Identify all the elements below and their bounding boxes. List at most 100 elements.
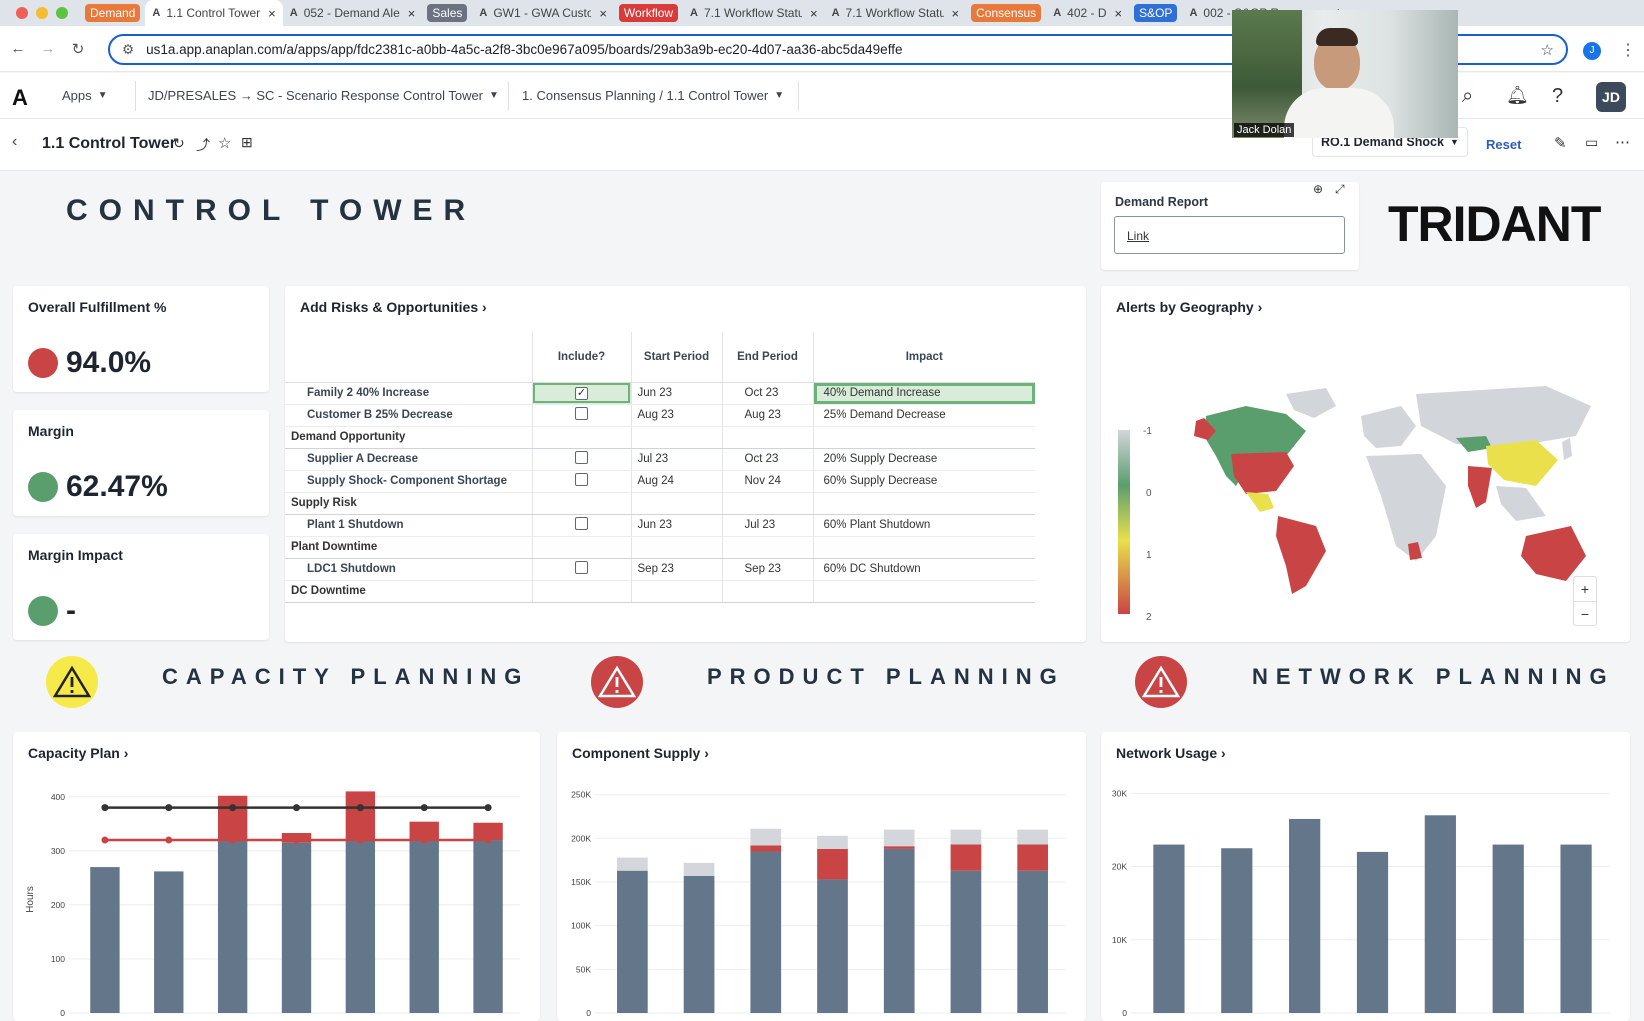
video-call-overlay[interactable]: Jack Dolan bbox=[1232, 10, 1458, 138]
browser-menu-icon[interactable]: ⋮ bbox=[1620, 42, 1636, 59]
europe-region[interactable] bbox=[1361, 406, 1416, 448]
forward-icon[interactable]: → bbox=[40, 40, 56, 57]
risks-title[interactable]: Add Risks & Opportunities › bbox=[300, 299, 487, 315]
reload-icon[interactable]: ↻ bbox=[71, 40, 85, 58]
mexico-region[interactable] bbox=[1246, 492, 1274, 512]
south-america-region[interactable] bbox=[1276, 516, 1326, 594]
impact-cell[interactable]: 25% Demand Decrease bbox=[813, 404, 1035, 427]
browser-tab[interactable]: A 052 - Demand Ale × bbox=[283, 0, 423, 26]
tab-group-label[interactable]: S&OP bbox=[1134, 4, 1178, 22]
alerts-title[interactable]: Alerts by Geography › bbox=[1116, 299, 1262, 315]
russia-region[interactable] bbox=[1416, 386, 1591, 446]
browser-tab-active[interactable]: A 1.1 Control Tower × bbox=[145, 0, 283, 26]
network-usage-title[interactable]: Network Usage › bbox=[1116, 745, 1226, 761]
include-cell[interactable] bbox=[532, 558, 632, 581]
impact-cell[interactable]: 20% Supply Decrease bbox=[813, 448, 1035, 471]
component-supply-title[interactable]: Component Supply › bbox=[572, 745, 709, 761]
close-tab-icon[interactable]: × bbox=[599, 5, 607, 21]
include-cell[interactable] bbox=[532, 448, 632, 471]
impact-cell[interactable]: 60% Plant Shutdown bbox=[813, 514, 1035, 537]
include-cell[interactable] bbox=[532, 514, 632, 537]
share-icon[interactable]: ⤴ bbox=[196, 137, 210, 153]
back-icon[interactable]: ← bbox=[10, 40, 26, 57]
help-icon[interactable]: ? bbox=[1552, 85, 1564, 107]
india-region[interactable] bbox=[1468, 466, 1492, 508]
south-africa-region[interactable] bbox=[1408, 542, 1422, 560]
user-avatar[interactable]: JD bbox=[1596, 82, 1626, 112]
include-checkbox[interactable] bbox=[575, 517, 588, 530]
end-period-cell[interactable]: Oct 23 bbox=[722, 382, 814, 405]
bookmark-star-icon[interactable]: ☆ bbox=[1540, 42, 1554, 59]
china-region[interactable] bbox=[1486, 440, 1558, 486]
africa-region[interactable] bbox=[1366, 454, 1446, 561]
favorite-star-icon[interactable]: ☆ bbox=[218, 135, 232, 152]
close-tab-icon[interactable]: × bbox=[268, 5, 276, 21]
browser-tab[interactable]: A 7.1 Workflow Statu × bbox=[825, 0, 967, 26]
apps-menu[interactable]: Apps ▼ bbox=[62, 88, 108, 103]
search-icon[interactable]: ⌕ bbox=[1462, 85, 1474, 107]
alaska-region[interactable] bbox=[1194, 418, 1216, 440]
include-checkbox[interactable] bbox=[575, 473, 588, 486]
north-america-region[interactable] bbox=[1204, 406, 1306, 486]
anaplan-logo[interactable]: A bbox=[12, 85, 28, 110]
start-period-cell[interactable]: Aug 23 bbox=[631, 404, 723, 427]
end-period-cell[interactable]: Nov 24 bbox=[722, 470, 814, 493]
end-period-cell[interactable]: Sep 23 bbox=[722, 558, 814, 581]
edit-pencil-icon[interactable]: ✎ bbox=[1554, 135, 1567, 152]
add-to-board-icon[interactable]: ⊞ bbox=[241, 134, 253, 150]
more-options-icon[interactable]: ⋯ bbox=[1615, 134, 1630, 151]
close-tab-icon[interactable]: × bbox=[951, 5, 960, 21]
close-window-button[interactable] bbox=[16, 7, 28, 19]
impact-cell[interactable]: 40% Demand Increase bbox=[813, 382, 1035, 405]
start-period-cell[interactable]: Jun 23 bbox=[631, 382, 723, 405]
breadcrumb-model[interactable]: JD/PRESALES → SC - Scenario Response Con… bbox=[148, 88, 499, 103]
japan-region[interactable] bbox=[1562, 438, 1572, 460]
impact-cell[interactable]: 60% Supply Decrease bbox=[813, 470, 1035, 493]
include-checkbox[interactable] bbox=[575, 561, 588, 574]
zoom-in-button[interactable]: + bbox=[1580, 581, 1590, 597]
close-tab-icon[interactable]: × bbox=[1114, 5, 1123, 21]
tab-group-label[interactable]: Demand bbox=[85, 4, 141, 22]
close-tab-icon[interactable]: × bbox=[810, 5, 818, 21]
site-settings-icon[interactable]: ⚙ bbox=[122, 41, 135, 57]
world-map[interactable] bbox=[1186, 376, 1596, 596]
browser-tab[interactable]: A GW1 - GWA Custo × bbox=[472, 0, 614, 26]
include-checkbox[interactable]: ✓ bbox=[575, 386, 588, 400]
southeast-asia-region[interactable] bbox=[1496, 486, 1546, 521]
minimize-window-button[interactable] bbox=[36, 7, 48, 19]
refresh-icon[interactable]: ↻ bbox=[173, 135, 185, 151]
usa-region[interactable] bbox=[1231, 452, 1294, 494]
profile-avatar[interactable]: J bbox=[1583, 42, 1601, 60]
include-cell[interactable]: ✓ bbox=[532, 382, 632, 405]
include-cell[interactable] bbox=[532, 470, 632, 493]
include-cell[interactable] bbox=[532, 404, 632, 427]
browser-tab[interactable]: A 7.1 Workflow Statu × bbox=[683, 0, 825, 26]
tab-group-label[interactable]: Sales bbox=[427, 4, 468, 22]
central-asia-region[interactable] bbox=[1456, 436, 1492, 452]
start-period-cell[interactable]: Sep 23 bbox=[631, 558, 723, 581]
demand-report-link-field[interactable]: Link bbox=[1114, 216, 1345, 254]
add-comment-icon[interactable]: ⊕ bbox=[1313, 182, 1324, 196]
end-period-cell[interactable]: Jul 23 bbox=[722, 514, 814, 537]
include-checkbox[interactable] bbox=[575, 407, 588, 420]
notifications-bell-icon[interactable]: 🔔︎ bbox=[1506, 85, 1529, 105]
start-period-cell[interactable]: Jul 23 bbox=[631, 448, 723, 471]
start-period-cell[interactable]: Jun 23 bbox=[631, 514, 723, 537]
end-period-cell[interactable]: Oct 23 bbox=[722, 448, 814, 471]
close-tab-icon[interactable]: × bbox=[407, 5, 416, 21]
greenland-region[interactable] bbox=[1286, 388, 1336, 418]
maximize-window-button[interactable] bbox=[56, 7, 68, 19]
back-chevron-icon[interactable]: ‹ bbox=[12, 133, 18, 150]
capacity-plan-title[interactable]: Capacity Plan › bbox=[28, 745, 128, 761]
tab-group-label[interactable]: Consensus bbox=[971, 4, 1042, 22]
end-period-cell[interactable]: Aug 23 bbox=[722, 404, 814, 427]
tab-group-label[interactable]: Workflow bbox=[618, 4, 679, 22]
impact-cell[interactable]: 60% DC Shutdown bbox=[813, 558, 1035, 581]
start-period-cell[interactable]: Aug 24 bbox=[631, 470, 723, 493]
browser-tab[interactable]: A 402 - D × bbox=[1046, 0, 1129, 26]
breadcrumb-page[interactable]: 1. Consensus Planning / 1.1 Control Towe… bbox=[522, 88, 784, 103]
australia-region[interactable] bbox=[1521, 526, 1586, 581]
zoom-out-button[interactable]: − bbox=[1574, 601, 1596, 626]
reset-button[interactable]: Reset bbox=[1486, 137, 1522, 152]
include-checkbox[interactable] bbox=[575, 451, 588, 464]
